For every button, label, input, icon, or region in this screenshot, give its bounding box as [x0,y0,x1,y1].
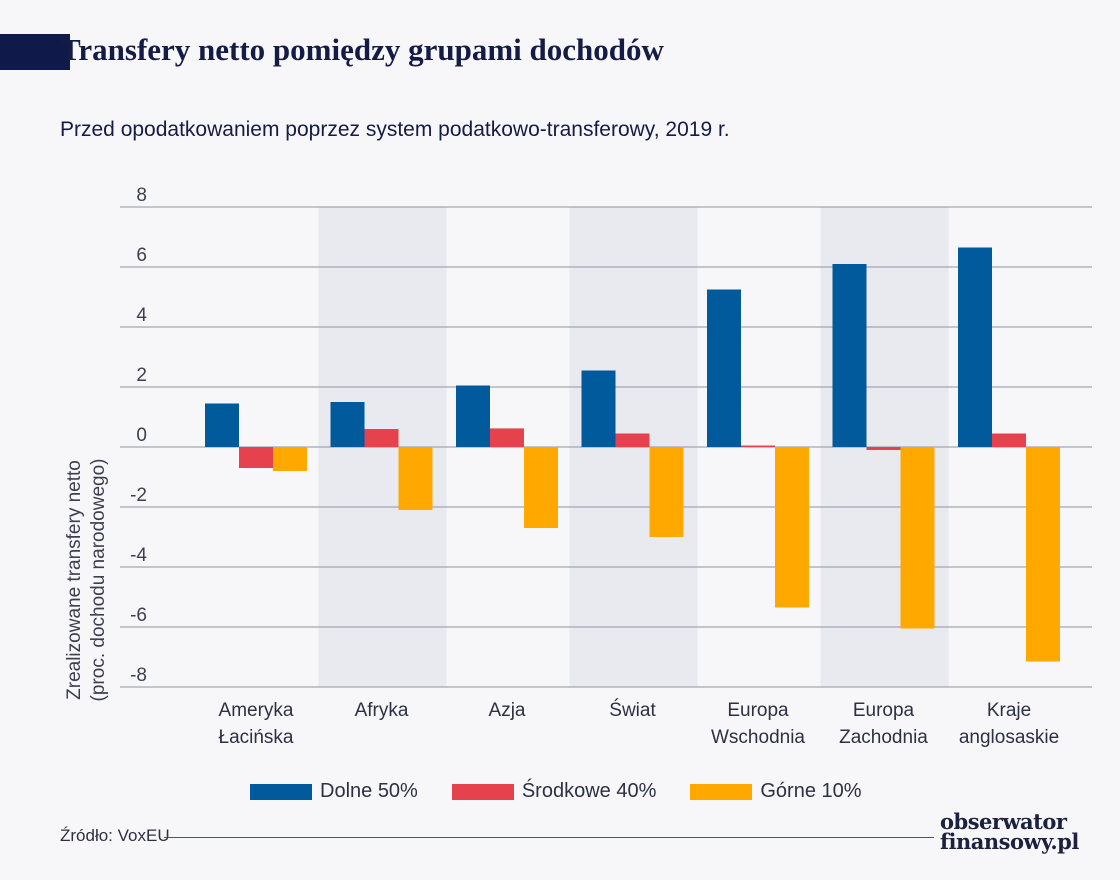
bar [992,433,1026,447]
footer-divider [164,837,934,838]
bar [364,429,399,447]
y-axis-title-line1: Zrealizowane transfery netto [64,460,85,700]
x-category-label: Świat [609,699,656,721]
legend-item-gorne: Górne 10% [690,780,862,803]
bar [490,428,524,447]
legend: Dolne 50% Środkowe 40% Górne 10% [250,780,862,803]
y-tick-label: -2 [130,485,147,506]
y-axis-title-line2: (proc. dochodu narodowego) [88,459,109,702]
bar [1026,447,1060,662]
x-category-label: Afryka [355,700,409,721]
bar [581,370,616,447]
bar [958,247,992,447]
bar [900,447,935,629]
y-tick-label: -8 [130,665,147,686]
x-axis-categories: Ameryka Łacińska Afryka Azja Świat Europa Wsch… [219,699,1060,748]
brand-logo: obserwator finansowy.pl [940,809,1090,854]
legend-swatch [451,783,514,800]
legend-label: Środkowe 40% [521,780,657,802]
bars [205,247,1060,662]
bar [205,403,239,447]
x-category-label: Azja [489,700,526,721]
bar [615,433,650,447]
y-tick-label: 2 [136,365,147,386]
bar [398,447,433,510]
x-category-label: Zachodnia [839,727,928,748]
title-accent-bar [0,34,70,70]
bar [649,447,684,537]
bar [330,402,365,447]
x-category-label: Kraje [987,700,1031,721]
bar [524,447,558,528]
y-tick-label: -6 [130,605,147,626]
x-category-label: Wschodnia [711,727,805,748]
legend-swatch [250,783,312,800]
y-tick-label: 0 [136,425,147,446]
bar [273,447,307,471]
bar [456,385,490,447]
y-axis-ticks: 8 6 4 2 0 -2 -4 -6 -8 [130,185,147,686]
legend-label: Dolne 50% [320,780,418,802]
logo-text-line2: finansowy.pl [940,829,1079,854]
y-tick-label: 4 [136,305,147,326]
bar [239,447,273,468]
chart-title: Transfery netto pomiędzy grupami dochodó… [60,32,664,67]
source-note: Źródło: VoxEU [60,826,170,845]
y-tick-label: 8 [136,185,147,206]
bar [741,445,775,447]
x-category-label: anglosaskie [959,727,1059,748]
y-tick-label: 6 [136,245,147,266]
bar [866,447,901,450]
chart-subtitle: Przed opodatkowaniem poprzez system poda… [60,118,730,141]
bar [832,264,867,447]
legend-item-srodkowe: Środkowe 40% [451,780,657,803]
x-category-label: Europa [727,700,789,721]
legend-label: Górne 10% [760,780,862,802]
y-tick-label: -4 [130,545,147,566]
logo-text-line1: obserwator [940,809,1067,834]
legend-item-dolne: Dolne 50% [250,780,418,803]
bar-chart: 8 6 4 2 0 -2 -4 -6 -8 Ameryka Łacińska Afryka Azja Ś… [64,185,1092,748]
x-category-label: Europa [853,700,915,721]
x-category-label: Ameryka [219,700,294,721]
legend-swatch [690,783,753,800]
x-category-label: Łacińska [219,727,294,748]
bar [775,447,809,608]
bar [707,289,741,447]
